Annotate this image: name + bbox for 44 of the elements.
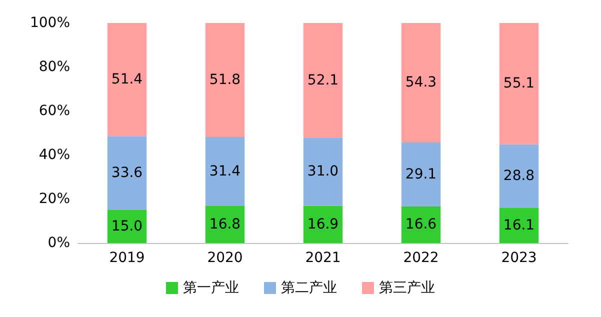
bar [107,23,147,136]
data-label: 16.8 [209,216,241,233]
bar [205,136,245,206]
data-label: 31.0 [307,164,339,180]
y-tick-label: 80% [38,59,70,75]
data-label: 51.4 [111,72,143,88]
data-label: 54.3 [405,74,437,91]
data-label: 16.9 [307,216,339,232]
bar [205,23,245,137]
legend-label: 第一产业 [183,280,239,296]
x-tick-label: 2021 [305,250,341,266]
bar [401,23,441,142]
y-tick-label: 40% [38,147,70,163]
data-label: 31.4 [209,164,241,180]
data-label: 16.1 [503,217,535,234]
data-label: 16.6 [405,216,437,233]
legend-label: 第三产业 [379,280,435,296]
data-label: 28.8 [503,168,535,184]
y-tick-label: 60% [38,103,70,119]
x-tick-label: 2020 [207,250,243,266]
data-label: 55.1 [503,76,535,92]
data-label: 52.1 [307,72,339,88]
bar [303,206,343,243]
data-label: 29.1 [405,166,437,182]
x-tick-label: 2022 [403,250,439,266]
legend-label: 第二产业 [281,280,337,296]
bar [499,208,539,243]
data-label: 51.8 [209,72,241,88]
y-tick-label: 20% [38,191,70,207]
bar [401,142,441,206]
bar [499,144,539,208]
bar [303,23,343,138]
x-tick-label: 2023 [501,250,537,266]
bar [107,136,147,210]
x-tick-label: 2019 [109,250,145,266]
bar [107,210,147,243]
y-tick-label: 100% [30,15,70,31]
bar [401,206,441,243]
y-tick-label: 0% [48,235,70,251]
bar [499,23,539,144]
bar [303,138,343,206]
bar [205,206,245,243]
data-label: 15.0 [111,218,143,234]
data-label: 33.6 [111,165,143,182]
